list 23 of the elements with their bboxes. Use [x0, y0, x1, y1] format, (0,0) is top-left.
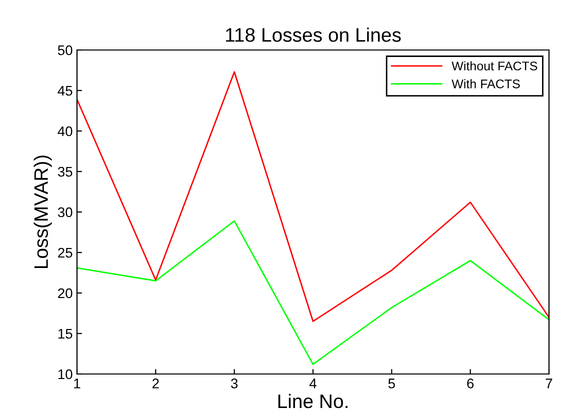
- line-series: [77, 220, 549, 365]
- x-axis-title: Line No.: [278, 394, 348, 408]
- x-tick-label: 5: [388, 378, 395, 388]
- y-tick-label: 45: [58, 86, 72, 96]
- x-tick-label: 2: [152, 378, 159, 388]
- y-tick-label: 20: [58, 288, 72, 298]
- x-tick-label: 3: [231, 378, 238, 388]
- chart-title: 118 Losses on Lines: [226, 28, 401, 42]
- y-tick-label: 25: [58, 248, 72, 258]
- y-axis-title: Loss(MVAR)): [34, 156, 52, 268]
- legend-label: Without FACTS: [452, 61, 538, 70]
- line-series: [77, 71, 549, 322]
- x-tick-label: 1: [74, 378, 80, 388]
- legend-label: With FACTS: [452, 79, 520, 88]
- x-tick-label: 6: [467, 378, 474, 388]
- y-tick-label: 40: [58, 126, 72, 136]
- y-tick-label: 10: [58, 369, 72, 380]
- y-tick-label: 15: [58, 328, 72, 339]
- x-tick-label: 7: [546, 378, 552, 388]
- y-tick-label: 35: [58, 166, 72, 177]
- y-tick-label: 30: [58, 207, 72, 218]
- x-tick-label: 4: [309, 378, 316, 388]
- y-tick-label: 50: [58, 45, 72, 56]
